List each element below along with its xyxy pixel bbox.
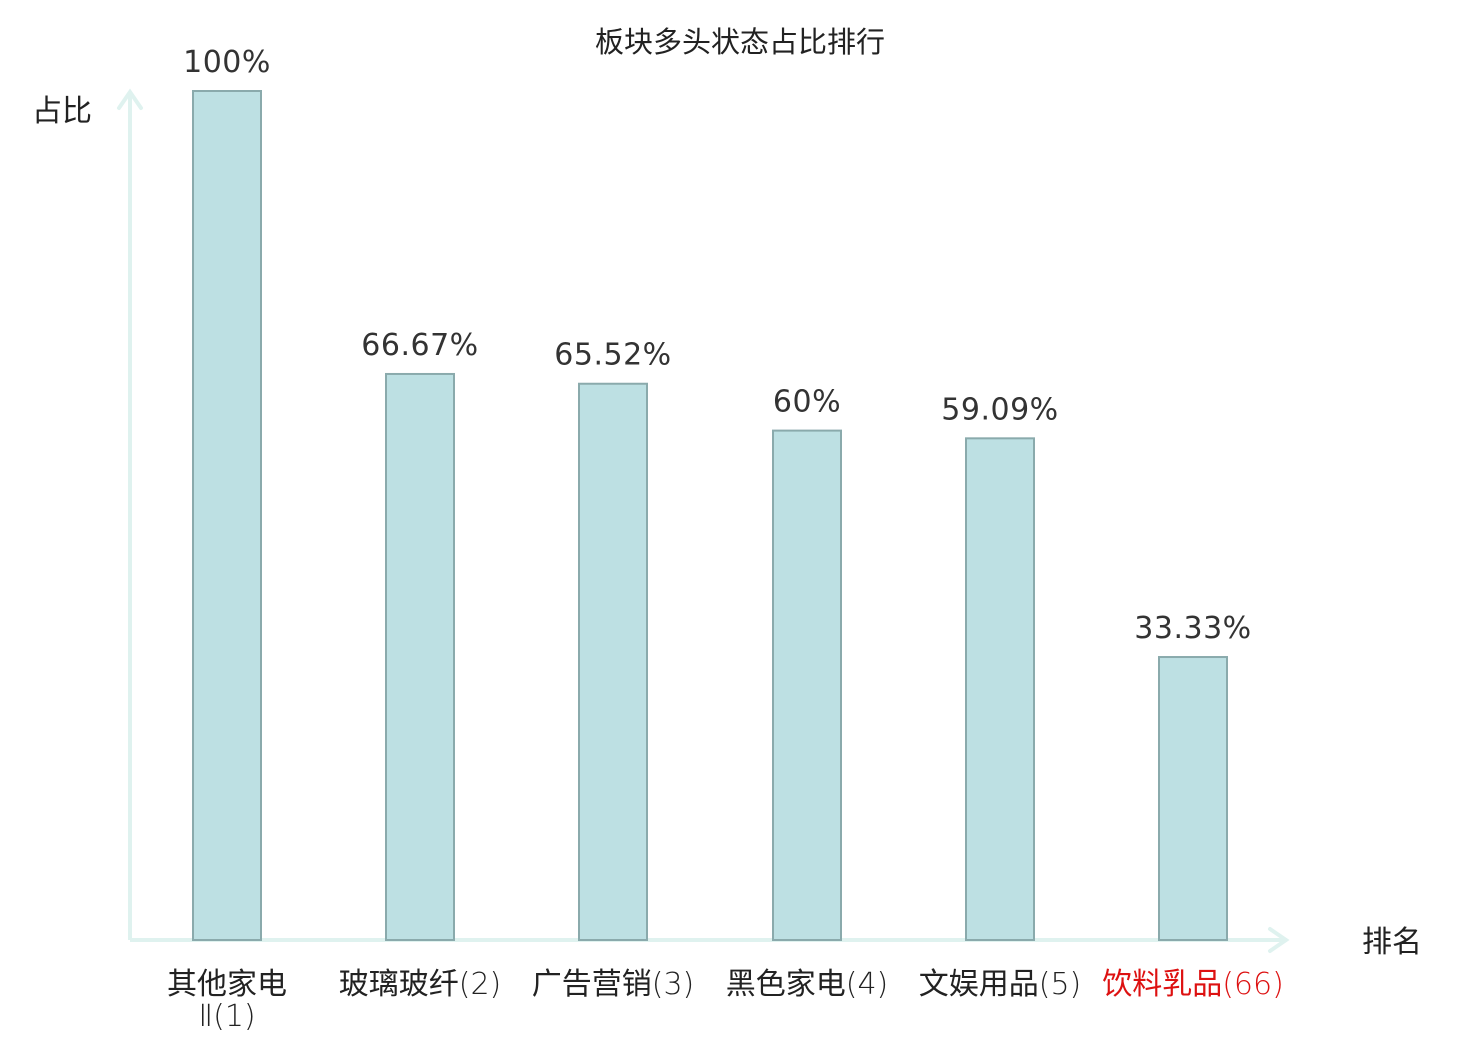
category-labels-group: 其他家电 Ⅱ(1) 玻璃玻纤(2) 广告营销(3) 黑色家电(4) 文娱用品(5) 饮料乳品…: [167, 967, 1284, 1034]
bar-value-label: 60%: [773, 385, 841, 420]
x-axis-label: 排名: [1362, 925, 1422, 960]
category-tick-label: 饮料乳品(66): [1102, 967, 1284, 1002]
category-tick-label: 其他家电 Ⅱ(1): [167, 967, 287, 1034]
y-axis: [117, 88, 143, 940]
category-tick-label: 玻璃玻纤(2): [339, 967, 502, 1002]
bars-group: [192, 90, 1228, 942]
category-name: 其他家电: [167, 967, 287, 1002]
chart-title: 板块多头状态占比排行: [595, 25, 885, 59]
category-name: 饮料乳品: [1102, 967, 1222, 1002]
bar-value-label: 66.67%: [361, 328, 478, 363]
category-name: 黑色家电: [726, 967, 846, 1002]
bar: [772, 429, 842, 941]
x-axis: [130, 927, 1290, 953]
category-tick-label: 文娱用品(5): [919, 967, 1082, 1002]
category-rank: Ⅱ(1): [198, 999, 255, 1034]
x-axis-arrow-icon: [1268, 927, 1290, 953]
bar-value-label: 100%: [183, 45, 271, 80]
category-name: 玻璃玻纤: [339, 967, 459, 1002]
category-rank: (5): [1039, 967, 1082, 1002]
category-rank: (66): [1222, 967, 1284, 1002]
bar: [965, 437, 1035, 941]
bar: [1158, 656, 1228, 942]
category-rank: (4): [846, 967, 889, 1002]
category-tick-label: 黑色家电(4): [726, 967, 889, 1002]
category-name: 广告营销: [532, 967, 652, 1002]
category-tick-label: 广告营销(3): [532, 967, 695, 1002]
bar: [385, 372, 455, 942]
bar: [192, 90, 262, 941]
y-axis-label: 占比: [32, 94, 92, 129]
bar-value-label: 33.33%: [1134, 611, 1251, 646]
y-axis-arrow-icon: [117, 88, 143, 110]
category-rank: (2): [459, 967, 502, 1002]
bar-value-label: 65.52%: [554, 338, 671, 373]
bar: [578, 382, 648, 941]
value-labels-group: 100% 66.67% 65.52% 60% 59.09% 33.33%: [183, 45, 1251, 646]
category-name: 文娱用品: [919, 967, 1039, 1002]
category-rank: (3): [652, 967, 695, 1002]
bar-value-label: 59.09%: [941, 392, 1058, 427]
